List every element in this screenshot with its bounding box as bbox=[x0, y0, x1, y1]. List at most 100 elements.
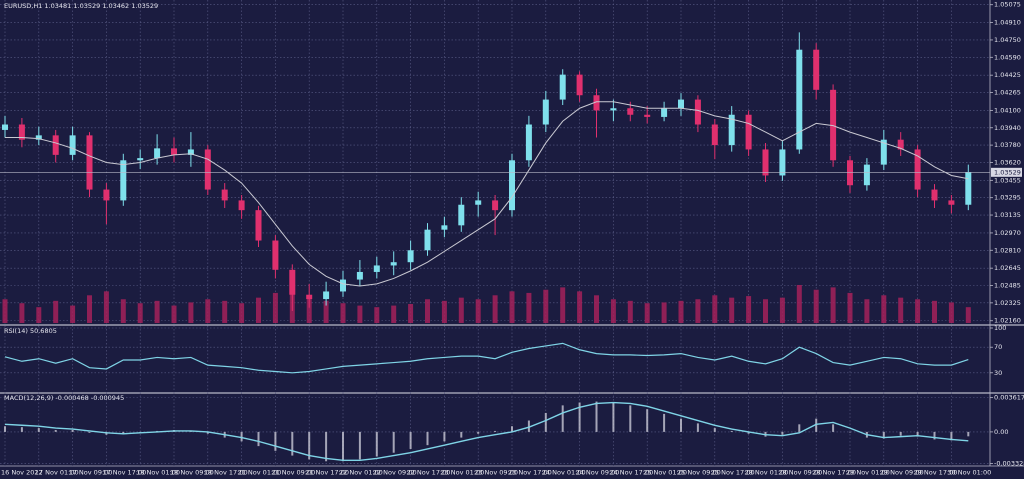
volume-bar bbox=[120, 299, 126, 323]
y-tick-label: 1.03940 bbox=[994, 124, 1021, 132]
volume-bar bbox=[408, 304, 414, 323]
x-tick-label: 30 Nov 01:00 bbox=[947, 469, 991, 477]
y-tick-label: 0.003617 bbox=[994, 394, 1024, 402]
candle-body bbox=[745, 114, 752, 150]
candle-body bbox=[69, 135, 76, 155]
candle-body bbox=[52, 135, 59, 155]
macd-bar bbox=[578, 402, 581, 432]
y-tick-label: 1.04750 bbox=[994, 36, 1021, 44]
volume-bar bbox=[746, 296, 752, 323]
candle-body bbox=[137, 158, 144, 161]
volume-bar bbox=[526, 292, 532, 323]
volume-bar bbox=[610, 299, 616, 323]
x-tick-label: 23 Nov 17:00 bbox=[508, 469, 552, 477]
volume-bar bbox=[661, 302, 667, 323]
macd-bar bbox=[443, 431, 446, 442]
candle-body bbox=[661, 108, 668, 117]
macd-bar bbox=[781, 431, 784, 435]
volume-bar bbox=[932, 300, 937, 323]
candle-body bbox=[897, 139, 904, 150]
candle-body bbox=[509, 160, 515, 211]
x-tick-label: 22 Nov 09:00 bbox=[373, 469, 417, 477]
candle-body bbox=[847, 160, 853, 186]
chart-title: EURUSD,H1 1.03481 1.03529 1.03462 1.0352… bbox=[4, 2, 158, 10]
candle-body bbox=[407, 250, 414, 263]
y-tick-label: 30 bbox=[994, 369, 1002, 377]
y-tick-label: 1.03135 bbox=[994, 211, 1021, 219]
y-tick-label: 1.02485 bbox=[994, 282, 1021, 290]
x-tick-label: 29 Nov 09:00 bbox=[880, 469, 924, 477]
macd-bar bbox=[392, 431, 395, 453]
x-tick-label: 28 Nov 01:00 bbox=[745, 469, 789, 477]
y-tick-label: 1.04265 bbox=[994, 89, 1021, 97]
volume-bar bbox=[391, 305, 397, 323]
candle-body bbox=[711, 124, 718, 146]
volume-bar bbox=[2, 299, 8, 323]
macd-bar bbox=[325, 431, 328, 462]
volume-bar bbox=[763, 299, 768, 323]
volume-bar bbox=[171, 305, 177, 323]
y-tick-label: 1.04910 bbox=[994, 19, 1021, 27]
y-tick-label: 0.00 bbox=[994, 428, 1008, 436]
y-tick-label: 1.03295 bbox=[994, 194, 1021, 202]
volume-bar bbox=[543, 289, 549, 323]
x-tick-label: 17 Nov 17:00 bbox=[102, 469, 146, 477]
volume-bar bbox=[357, 305, 363, 323]
volume-bar bbox=[881, 295, 887, 323]
x-tick-label: 16 Nov 2022 bbox=[1, 469, 43, 477]
x-tick-label: 24 Nov 17:00 bbox=[609, 469, 653, 477]
volume-bar bbox=[425, 299, 430, 323]
candle-body bbox=[796, 49, 803, 150]
volume-bar bbox=[87, 295, 92, 323]
x-tick-label: 24 Nov 09:00 bbox=[576, 469, 620, 477]
x-tick-label: 17 Nov 01:00 bbox=[35, 469, 79, 477]
y-tick-label: 1.02810 bbox=[994, 246, 1021, 254]
volume-bar bbox=[458, 297, 464, 323]
candle-body bbox=[694, 99, 701, 125]
x-tick-label: 28 Nov 17:00 bbox=[812, 469, 856, 477]
x-tick-label: 25 Nov 17:00 bbox=[711, 469, 755, 477]
signal-line bbox=[4, 401, 969, 462]
macd-bar bbox=[527, 420, 530, 432]
macd-bar bbox=[477, 431, 480, 434]
volume-bar bbox=[53, 300, 59, 323]
macd-bar bbox=[882, 431, 885, 439]
macd-bar bbox=[730, 430, 733, 432]
candle-body bbox=[644, 114, 651, 117]
candle-body bbox=[559, 74, 566, 100]
candle-body bbox=[678, 99, 684, 109]
volume-bar bbox=[560, 287, 566, 323]
candle-body bbox=[593, 95, 600, 111]
x-tick-label: 17 Nov 09:00 bbox=[69, 469, 113, 477]
macd-bar bbox=[257, 431, 260, 447]
candle-body bbox=[238, 200, 245, 211]
x-tick-label: 29 Nov 01:00 bbox=[846, 469, 890, 477]
volume-bar bbox=[188, 302, 194, 323]
volume-bar bbox=[475, 299, 481, 323]
macd-bar bbox=[240, 431, 243, 442]
candle-body bbox=[255, 210, 262, 241]
macd-bar bbox=[342, 431, 344, 462]
y-tick-label: 1.03620 bbox=[994, 158, 1021, 166]
volume-bar bbox=[36, 307, 42, 323]
x-tick-label: 29 Nov 17:00 bbox=[914, 469, 958, 477]
candle-body bbox=[306, 294, 313, 300]
rsi-title: RSI(14) 50.6805 bbox=[4, 327, 57, 335]
candle-body bbox=[728, 114, 735, 146]
x-tick-label: 25 Nov 01:00 bbox=[643, 469, 687, 477]
moving-average bbox=[5, 101, 969, 287]
candle-body bbox=[120, 160, 127, 201]
candle-body bbox=[390, 262, 397, 266]
volume-bar bbox=[813, 289, 819, 323]
y-tick-label: 70 bbox=[994, 343, 1002, 351]
macd-bar bbox=[747, 431, 750, 434]
x-tick-label: 21 Nov 09:00 bbox=[271, 469, 315, 477]
candle-body bbox=[154, 148, 161, 159]
candle-body bbox=[610, 108, 617, 111]
volume-bar bbox=[627, 300, 633, 323]
candle-body bbox=[931, 189, 938, 201]
macd-bar bbox=[798, 424, 801, 432]
x-tick-label: 28 Nov 09:00 bbox=[778, 469, 822, 477]
